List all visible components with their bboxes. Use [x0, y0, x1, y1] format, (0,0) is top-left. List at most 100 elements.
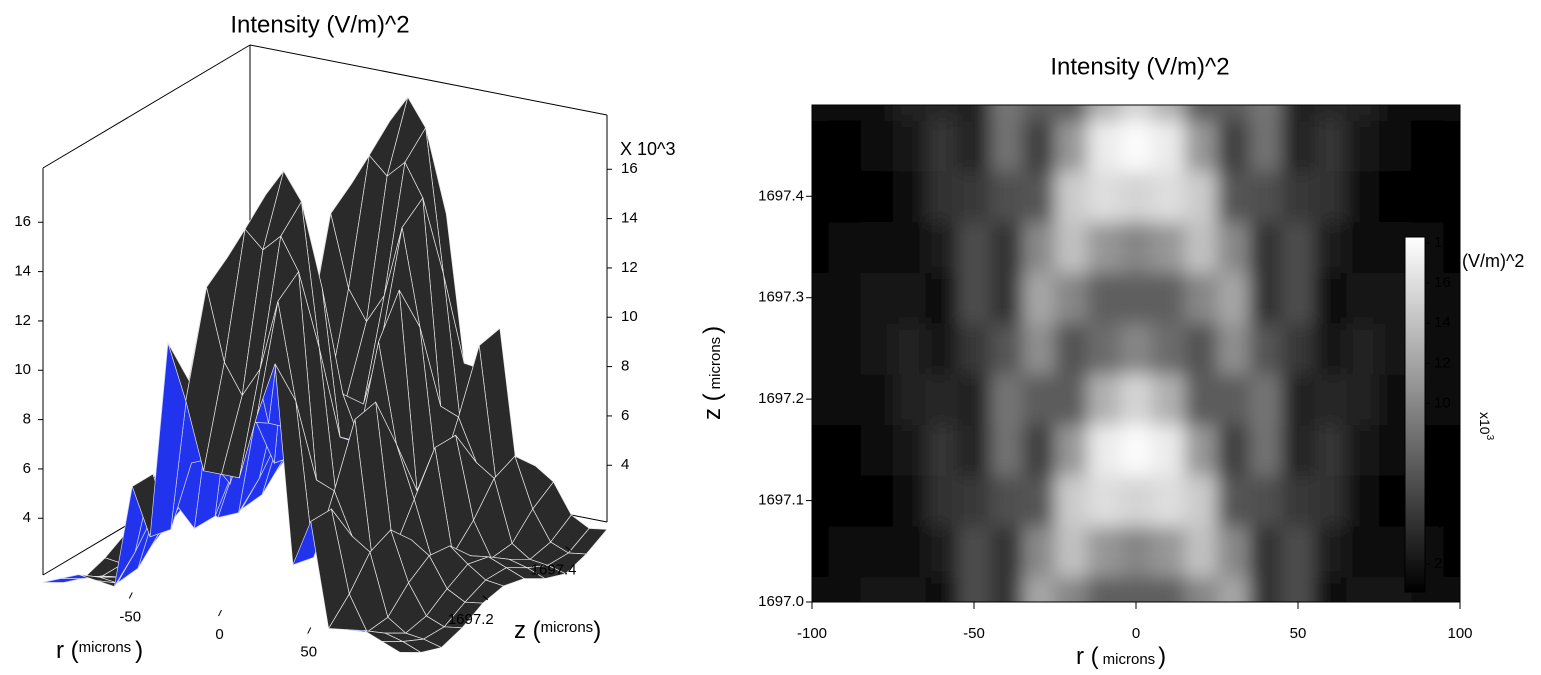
heat-cell	[1022, 170, 1056, 223]
heat-cell	[1055, 525, 1088, 578]
heat-cell	[828, 373, 862, 425]
heat-cell	[1346, 475, 1380, 527]
y-axis-label: z (microns)	[514, 617, 601, 644]
x-tick	[128, 592, 133, 599]
colorbar-tick-label: 2	[1434, 555, 1442, 572]
heat-cell	[1152, 120, 1186, 172]
y-tick	[482, 595, 489, 601]
heatmap	[812, 105, 1460, 602]
heat-cell	[1379, 120, 1412, 172]
heat-cell	[860, 525, 894, 578]
heat-cell	[1022, 105, 1056, 121]
z-tick-label: 10	[14, 361, 31, 378]
heat-cell	[1249, 475, 1283, 527]
y-tick	[565, 546, 571, 551]
heat-cell	[860, 323, 894, 375]
heat-cell	[893, 323, 926, 375]
heat-cell	[1281, 475, 1315, 527]
heat-cell	[990, 576, 1024, 602]
heat-cell	[1346, 170, 1380, 223]
heat-cell	[1055, 424, 1088, 476]
heat-cell	[1022, 424, 1056, 476]
heat-cell	[1217, 475, 1250, 527]
heat-cell	[1087, 525, 1121, 578]
heat-cell	[957, 323, 991, 375]
heat-cell	[893, 272, 926, 324]
x-axis-label-end: )	[1158, 643, 1166, 670]
heat-cell	[1055, 373, 1088, 425]
z2-tick-label: 8	[621, 358, 629, 375]
heat-cell	[1184, 475, 1218, 527]
heat-cell	[1249, 272, 1283, 324]
heat-cell	[860, 424, 894, 476]
y-tick-label: 1697.3	[758, 289, 804, 306]
colorbar-tick-label: 14	[1434, 314, 1451, 331]
colorbar-tick-label: 4	[1434, 515, 1442, 532]
heat-cell	[1184, 525, 1218, 578]
heat-cell	[812, 525, 829, 578]
x-axis-label: r (microns)	[56, 637, 143, 664]
heat-cell	[925, 373, 959, 425]
z2-tick-label: 6	[621, 407, 629, 424]
heat-cell	[1443, 525, 1460, 578]
heat-cell	[1055, 475, 1088, 527]
heat-cell	[860, 120, 894, 172]
heat-cell	[1152, 170, 1186, 223]
x-axis-label-text: r (	[56, 637, 79, 664]
heat-cell	[1119, 424, 1153, 476]
heat-cell	[1087, 120, 1121, 172]
heat-cell	[1379, 105, 1412, 121]
heat-cell	[1055, 221, 1088, 273]
heat-cell	[1411, 170, 1445, 223]
heat-cell	[812, 475, 829, 527]
heat-cell	[1184, 170, 1218, 223]
surface-cell	[42, 578, 82, 583]
heat-cell	[1346, 221, 1380, 273]
heat-cell	[957, 120, 991, 172]
heat-cell	[1346, 373, 1380, 425]
heat-cell	[990, 221, 1024, 273]
heat-cell	[1022, 221, 1056, 273]
box-edge	[249, 44, 608, 116]
heat-cell	[957, 576, 991, 602]
heat-cell	[812, 170, 829, 223]
heat-cell	[1249, 373, 1283, 425]
heat-cell	[1443, 120, 1460, 172]
colorbar-label: (V/m)^2	[1462, 251, 1524, 271]
surface-cell	[380, 641, 422, 653]
x-tick-label: 0	[1132, 625, 1140, 642]
heat-cell	[1281, 221, 1315, 273]
heat-cell	[860, 576, 894, 602]
heat-cell	[925, 576, 959, 602]
heat-cell	[925, 424, 959, 476]
heat-cell	[1087, 576, 1121, 602]
heat-cell	[1314, 105, 1348, 121]
y-tick-label: 1697.0	[758, 593, 804, 610]
heat-cell	[1119, 120, 1153, 172]
heat-cell	[828, 424, 862, 476]
colorbar-tick-label: 12	[1434, 354, 1451, 371]
x-axis-label-text: r (	[1076, 643, 1099, 670]
heat-cell	[1217, 221, 1250, 273]
heat-cell	[893, 105, 926, 121]
x-tick-label: 100	[1447, 625, 1472, 642]
heat-cell	[957, 424, 991, 476]
y-axis-unit: microns	[707, 337, 724, 390]
heat-cell	[1314, 525, 1348, 578]
heat-cell	[1249, 105, 1283, 121]
heat-cell	[1055, 105, 1088, 121]
heat-cell	[812, 221, 829, 273]
y-tick-label: 1697.4	[531, 562, 577, 579]
heat-cell	[828, 105, 862, 121]
heat-cell	[828, 170, 862, 223]
heat-cell	[1087, 373, 1121, 425]
heat-cell	[990, 373, 1024, 425]
heat-cell	[812, 272, 829, 324]
heat-cell	[1055, 120, 1088, 172]
x-tick-label: -50	[963, 625, 985, 642]
z-tick-label: 8	[23, 411, 31, 428]
heat-cell	[893, 525, 926, 578]
heat-cell	[1184, 576, 1218, 602]
x-tick-label: 50	[1290, 625, 1307, 642]
z2-tick-label: 4	[621, 456, 629, 473]
